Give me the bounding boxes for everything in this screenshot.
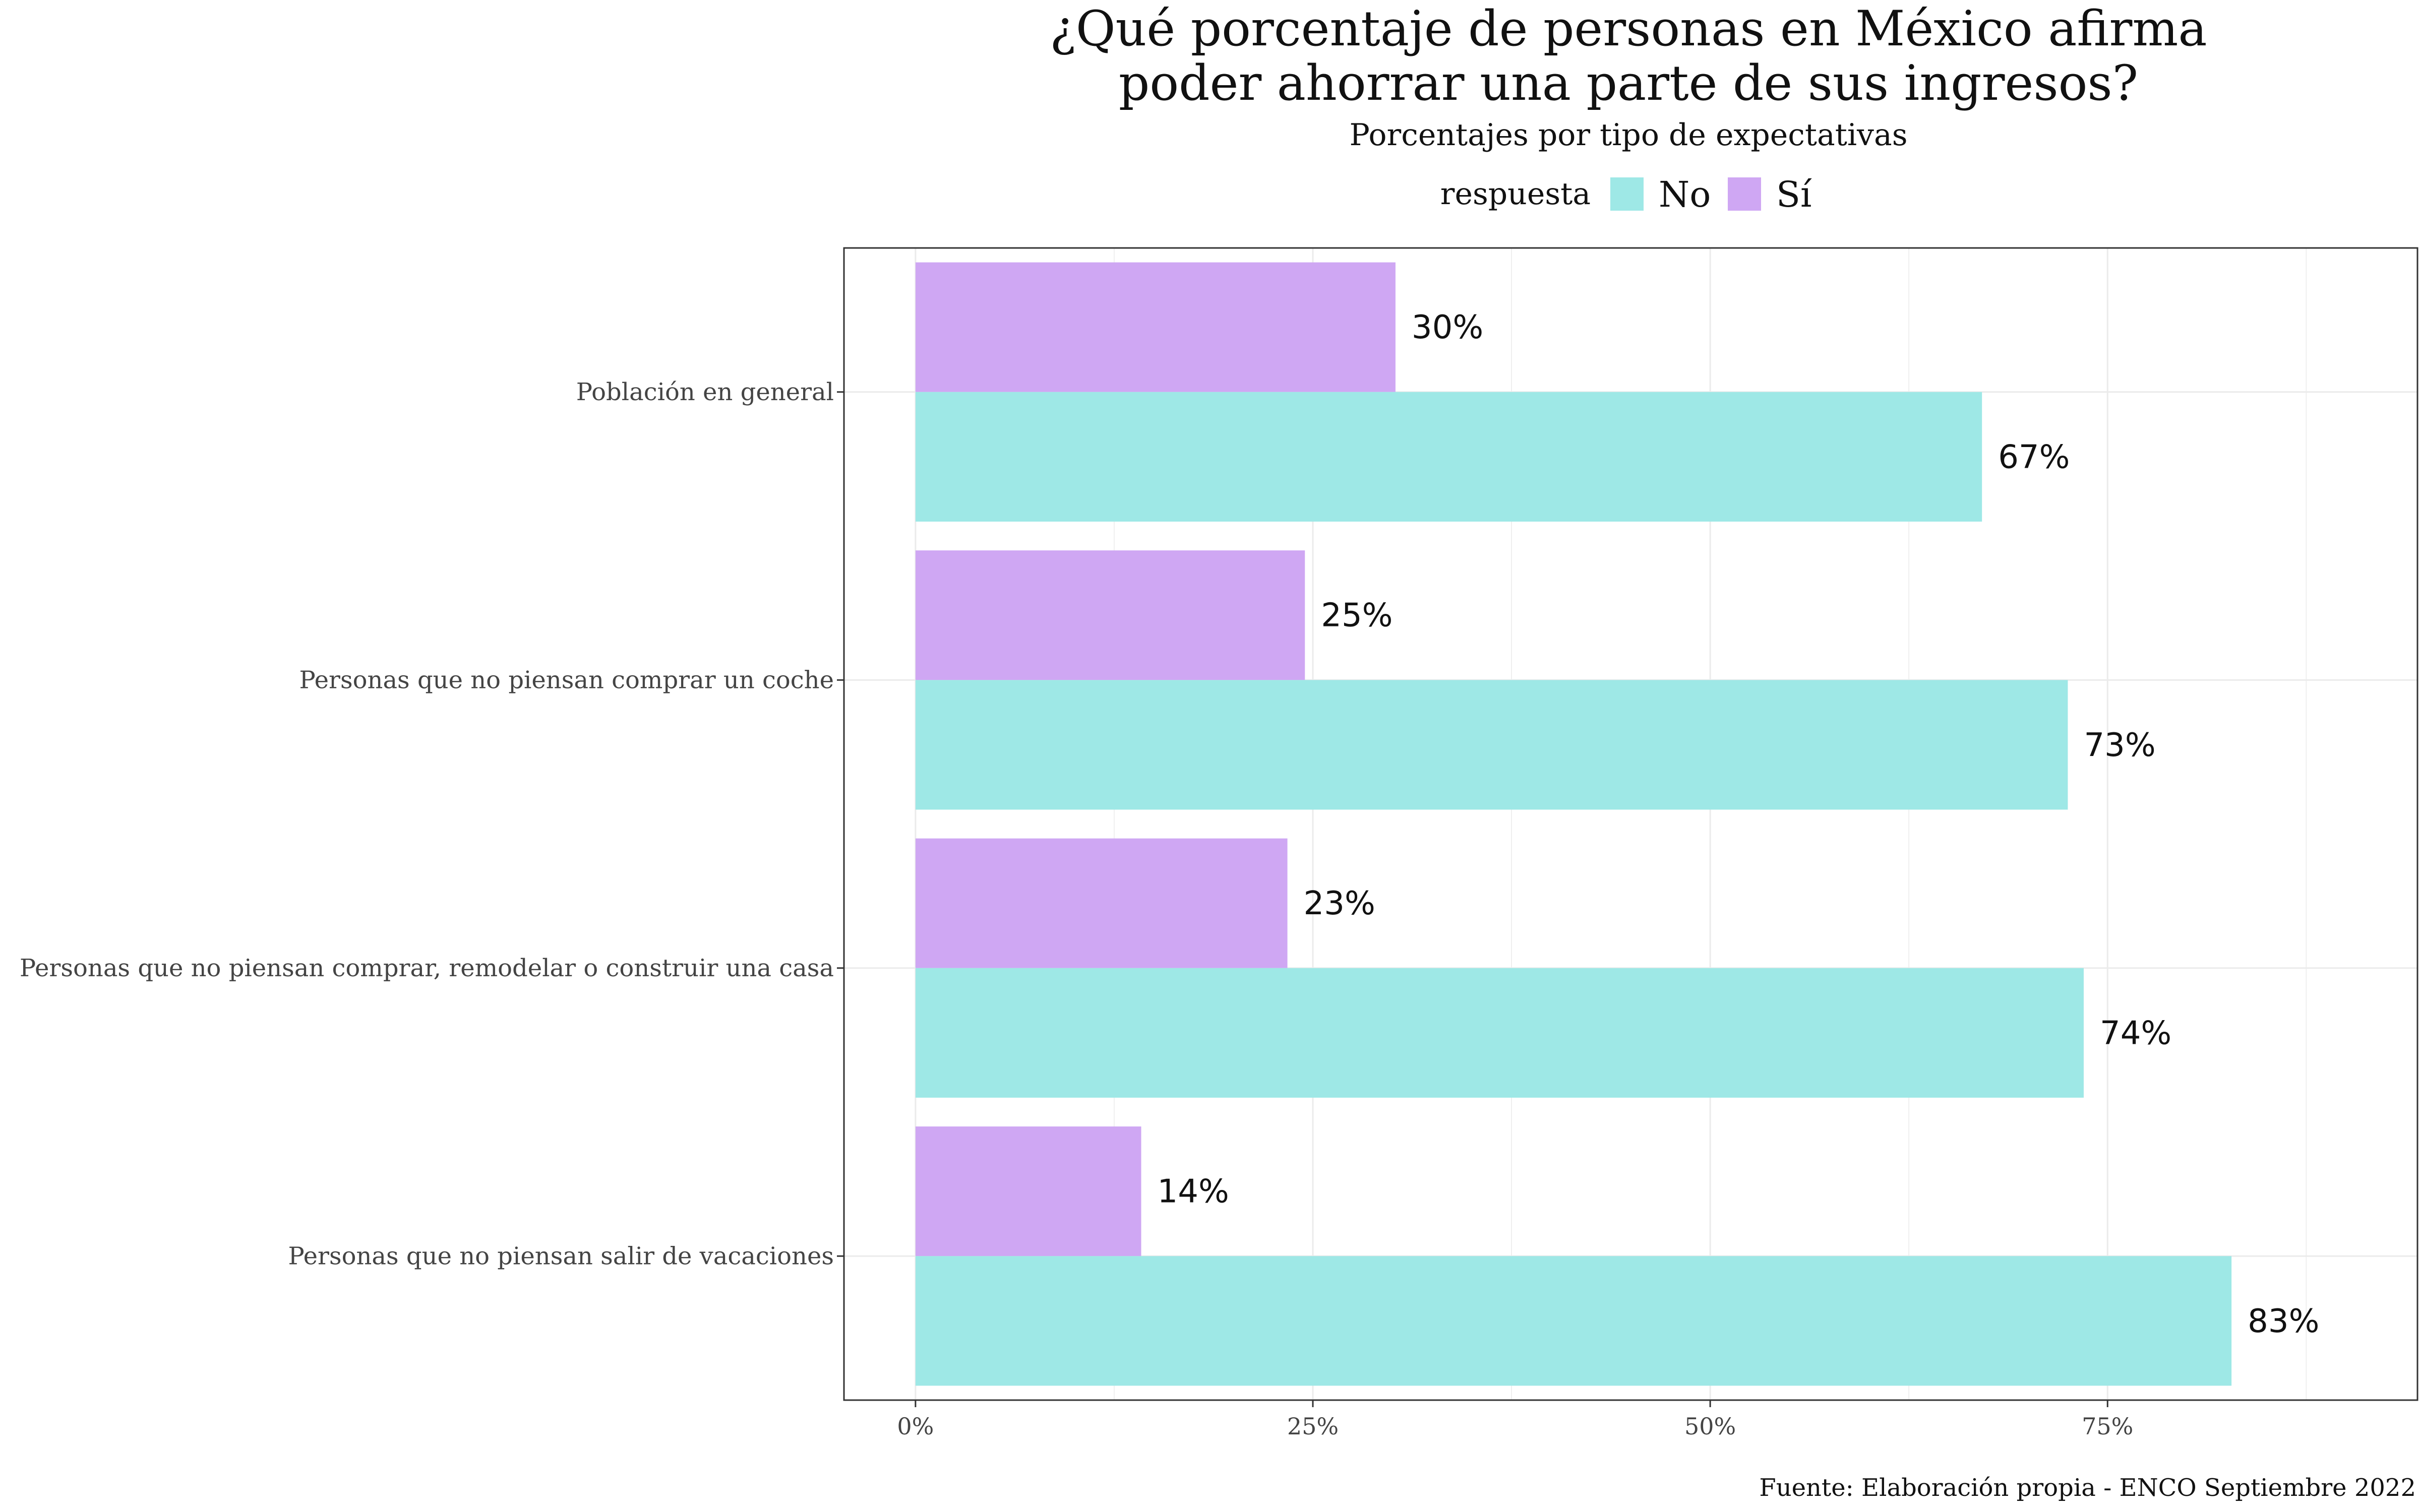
- data-labels: 30% 67% 25% 73% 23% 74% 14% 83%: [1158, 309, 2320, 1340]
- bar-no-0: [915, 392, 1982, 522]
- chart-title-line-2: poder ahorrar una parte de sus ingresos?: [1119, 55, 2138, 111]
- bars: [915, 262, 2232, 1386]
- chart-title-line-1: ¿Qué porcentaje de personas en México af…: [1050, 1, 2207, 57]
- bar-no-1: [915, 680, 2068, 810]
- legend-swatch-si: [1728, 177, 1761, 211]
- y-axis: Población en general Personas que no pien…: [20, 378, 844, 1270]
- category-label-0: Población en general: [576, 378, 834, 406]
- plot-border: [843, 247, 2418, 1401]
- data-label-no-1: 73%: [2084, 727, 2155, 764]
- x-tick-label-3: 75%: [2082, 1413, 2133, 1440]
- x-tick-label-1: 25%: [1287, 1413, 1339, 1440]
- chart-title: ¿Qué porcentaje de personas en México af…: [1050, 1, 2207, 111]
- data-label-no-3: 83%: [2248, 1303, 2319, 1340]
- category-label-2: Personas que no piensan comprar, remodel…: [20, 954, 834, 982]
- data-label-si-2: 23%: [1304, 885, 1375, 922]
- bar-si-0: [915, 262, 1396, 392]
- legend-swatch-no: [1610, 177, 1644, 211]
- plot-area: 30% 67% 25% 73% 23% 74% 14% 83%: [843, 247, 2418, 1401]
- chart-caption: Fuente: Elaboración propia - ENCO Septie…: [1759, 1474, 2416, 1502]
- x-tick-label-0: 0%: [897, 1413, 934, 1440]
- x-axis: 0% 25% 50% 75%: [897, 1400, 2133, 1440]
- bar-si-3: [915, 1126, 1141, 1256]
- chart-subtitle: Porcentajes por tipo de expectativas: [1349, 117, 1907, 153]
- data-label-no-0: 67%: [1998, 438, 2070, 476]
- legend-label-no: No: [1659, 174, 1711, 215]
- data-label-no-2: 74%: [2100, 1015, 2171, 1052]
- legend-title: respuesta: [1440, 176, 1591, 212]
- category-label-3: Personas que no piensan salir de vacacio…: [288, 1242, 834, 1270]
- data-label-si-0: 30%: [1412, 309, 1483, 346]
- data-label-si-3: 14%: [1158, 1173, 1229, 1211]
- bar-no-3: [915, 1256, 2232, 1386]
- bar-no-2: [915, 968, 2084, 1098]
- x-tick-label-2: 50%: [1684, 1413, 1736, 1440]
- data-label-si-1: 25%: [1321, 597, 1393, 635]
- legend: respuesta No Sí: [1440, 174, 1812, 215]
- category-label-1: Personas que no piensan comprar un coche: [299, 666, 834, 694]
- bar-si-2: [915, 838, 1288, 968]
- legend-label-si: Sí: [1776, 174, 1812, 215]
- bar-si-1: [915, 550, 1305, 680]
